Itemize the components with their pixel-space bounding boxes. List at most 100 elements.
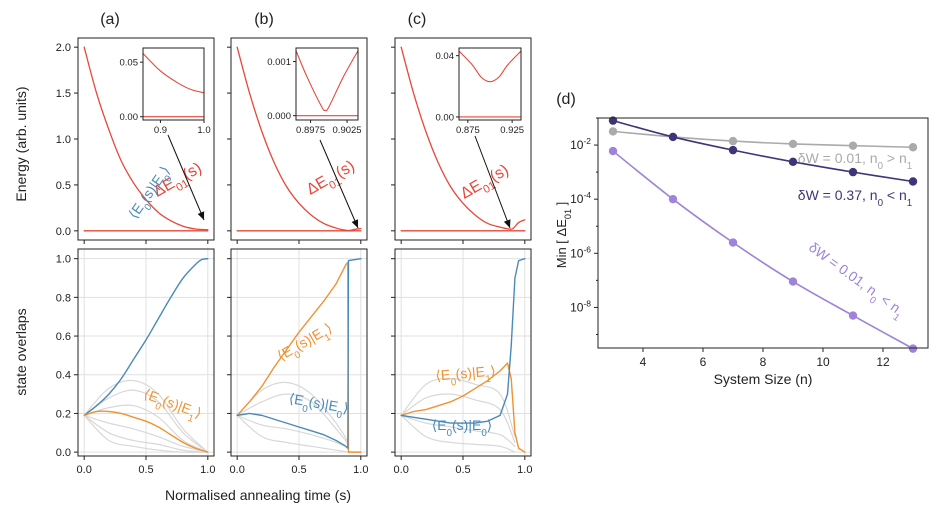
inset-x-tick-label: 0.9	[154, 125, 167, 136]
inset-frame	[458, 47, 522, 121]
overlap-panel-c: 0.0 0.5 1.0 ⟨E0(s)|E1⟩ ⟨E0(s)|E0⟩	[391, 248, 532, 476]
inset-bg	[143, 48, 204, 120]
y-tick-label: 1.0	[56, 254, 71, 266]
background-curve	[236, 414, 350, 449]
plot-frame	[394, 248, 532, 457]
series-line-3	[612, 150, 914, 350]
energy-panel-b: ΔE01(s) 0.000 0.001 0.8975 0.9025	[227, 37, 368, 244]
data-point	[608, 146, 618, 156]
background-curve	[83, 379, 209, 453]
y-tick-label: 0.5	[56, 180, 71, 192]
inset-x-tick-label: 0.925	[500, 125, 524, 136]
inset-y-tick-label: 0.00	[436, 112, 455, 123]
inset: 0.000 0.001 0.8975 0.9025	[267, 47, 362, 136]
data-point	[788, 157, 798, 167]
y-tick-label: 1.0	[56, 134, 71, 146]
gap-annotation: ΔE01(s)	[304, 158, 360, 203]
y-tick-label: 1.5	[56, 88, 71, 100]
inset-x-tick-label: 0.875	[456, 125, 480, 136]
data-point	[728, 136, 738, 146]
background-curve	[83, 404, 209, 453]
data-point	[728, 145, 738, 155]
inset-y-tick-label: 0.05	[120, 58, 139, 69]
data-point	[668, 132, 678, 142]
energy-panel-c: ΔE01(s) 0.00 0.04 0.875 0.925	[391, 37, 532, 244]
background-curve	[83, 414, 209, 453]
y-tick-label: 0.6	[56, 331, 71, 343]
overlap-panel-a: 0.00.20.40.60.81.00.0 0.5 1.0⟨E0(s)|E0⟩⟨E0…	[56, 163, 216, 476]
arrow-head	[503, 219, 511, 228]
data-point	[908, 344, 918, 353]
panel-label-d: (d)	[556, 91, 576, 108]
y-tick-label: 0.8	[56, 292, 71, 304]
plot-frame	[230, 248, 368, 457]
overlap-E1-label: ⟨E0(s)|E1⟩	[435, 362, 497, 389]
data-point	[788, 277, 798, 286]
plot-frame	[230, 37, 368, 241]
data-point	[848, 141, 858, 150]
x-tick-label: 1.0	[353, 464, 368, 476]
y-tick-label: 0.4	[56, 370, 71, 382]
arrow-line	[319, 139, 359, 229]
x-tick-label: 0.0	[394, 464, 409, 476]
data-point	[668, 194, 678, 204]
data-point	[908, 143, 918, 152]
plot-frame	[394, 37, 532, 241]
overlap-E1-label: ⟨E0(s)|E1⟩	[274, 320, 337, 369]
background-curve	[400, 414, 516, 447]
inset-frame	[142, 47, 205, 121]
y-axis-label: Min [ ΔE01 ]	[554, 202, 573, 269]
y-tick-label: 0.0	[56, 226, 71, 238]
inset: 0.00 0.05 0.9 1.0	[120, 47, 211, 136]
inset-gap-curve	[295, 50, 359, 112]
inset-x-tick-label: 1.0	[197, 125, 210, 136]
overlap-E0-label: ⟨E0(s)|E0⟩	[287, 390, 350, 422]
x-tick-label: 0.5	[138, 464, 153, 476]
overlap-E0-curve	[400, 257, 526, 424]
y-tick-label: 0.2	[56, 408, 71, 420]
gap-curve	[83, 46, 209, 231]
overlap-E1-curve	[83, 410, 209, 453]
inset-bg	[459, 48, 521, 120]
data-point	[608, 127, 618, 136]
inset-y-tick-label: 0.001	[267, 57, 291, 68]
data-point	[848, 311, 858, 320]
background-curve	[236, 393, 350, 445]
inset-frame	[295, 47, 359, 121]
plot-frame	[77, 248, 215, 457]
plot-frame	[597, 117, 929, 349]
x-tick-label: 6	[700, 355, 707, 369]
shared-x-label: Normalised annealing time (s)	[165, 487, 351, 503]
x-tick-label: 0.0	[230, 464, 245, 476]
x-tick-label: 0.0	[77, 464, 92, 476]
data-point	[908, 177, 918, 186]
x-tick-label: 10	[816, 355, 830, 369]
overlap-E1-curve	[400, 362, 526, 453]
data-point	[728, 238, 738, 247]
y-tick-label: 0.0	[56, 447, 71, 459]
gap-curve	[400, 46, 526, 230]
x-tick-label: 1.0	[517, 464, 532, 476]
background-curve	[400, 414, 516, 453]
arrow-head	[197, 211, 205, 220]
inset-x-tick-label: 0.9025	[333, 125, 362, 136]
inset-y-tick-label: 0.00	[120, 112, 139, 123]
x-axis-label: System Size (n)	[714, 371, 813, 387]
background-curve	[83, 414, 209, 453]
overlap-y-label: state overlaps	[13, 308, 29, 395]
overlap-panel-b: 0.0 0.5 1.0 ⟨E0(s)|E1⟩ ⟨E0(s)|E0⟩	[227, 248, 368, 476]
energy-y-label: Energy (arb. units)	[13, 86, 29, 201]
inset-gap-curve	[458, 50, 522, 83]
panel-label-b: (b)	[254, 11, 274, 28]
background-curve	[83, 414, 209, 453]
data-point	[848, 167, 858, 177]
x-tick-label: 12	[876, 355, 890, 369]
panel-label-a: (a)	[100, 11, 120, 28]
x-tick-label: 8	[760, 355, 767, 369]
inset: 0.00 0.04 0.875 0.925	[436, 47, 524, 136]
background-curve	[83, 389, 209, 453]
plot-frame	[77, 37, 215, 241]
background-curve	[236, 381, 350, 444]
arrow-line	[474, 135, 511, 229]
